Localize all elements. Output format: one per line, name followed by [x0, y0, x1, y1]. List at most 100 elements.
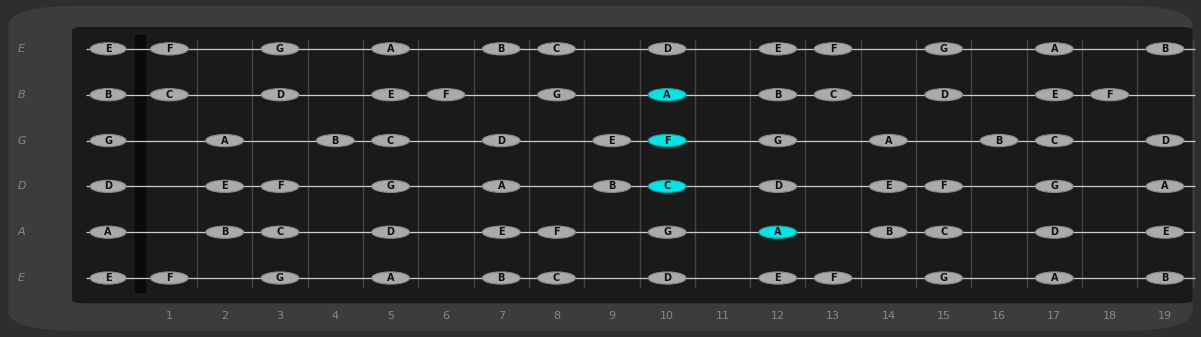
Text: A: A	[387, 273, 394, 283]
Text: G: G	[939, 273, 948, 283]
Ellipse shape	[371, 272, 410, 284]
Text: E: E	[775, 44, 781, 54]
Text: G: G	[17, 135, 26, 146]
Text: G: G	[387, 181, 395, 191]
Text: C: C	[276, 227, 283, 237]
Text: E: E	[104, 44, 112, 54]
Text: D: D	[17, 181, 26, 191]
Ellipse shape	[428, 89, 465, 101]
Text: G: G	[939, 44, 948, 54]
Text: 9: 9	[608, 311, 615, 321]
Text: E: E	[775, 273, 781, 283]
Text: F: F	[830, 44, 836, 54]
Ellipse shape	[205, 180, 244, 192]
Text: A: A	[104, 227, 112, 237]
Ellipse shape	[261, 89, 299, 101]
Text: F: F	[940, 181, 948, 191]
Text: 6: 6	[442, 311, 449, 321]
Ellipse shape	[759, 89, 796, 101]
Ellipse shape	[483, 134, 520, 147]
Ellipse shape	[814, 89, 852, 101]
Text: D: D	[104, 181, 112, 191]
Text: C: C	[830, 90, 837, 100]
Ellipse shape	[593, 180, 631, 192]
Text: E: E	[1161, 227, 1169, 237]
Text: 19: 19	[1158, 311, 1172, 321]
Ellipse shape	[1146, 134, 1184, 147]
Ellipse shape	[1146, 180, 1184, 192]
Text: G: G	[1051, 181, 1058, 191]
Text: B: B	[497, 273, 504, 283]
Ellipse shape	[261, 43, 299, 55]
Text: B: B	[996, 135, 1003, 146]
Ellipse shape	[150, 272, 189, 284]
Ellipse shape	[925, 43, 963, 55]
Ellipse shape	[150, 43, 189, 55]
Ellipse shape	[371, 43, 410, 55]
Text: 13: 13	[826, 311, 839, 321]
Text: 4: 4	[331, 311, 339, 321]
Text: C: C	[940, 227, 948, 237]
Text: B: B	[885, 227, 892, 237]
Ellipse shape	[925, 89, 963, 101]
Text: E: E	[498, 227, 504, 237]
Ellipse shape	[538, 272, 575, 284]
Ellipse shape	[649, 134, 686, 147]
Text: G: G	[663, 227, 671, 237]
Ellipse shape	[870, 134, 907, 147]
Ellipse shape	[371, 134, 410, 147]
Text: B: B	[221, 227, 228, 237]
Text: 3: 3	[276, 311, 283, 321]
Text: 5: 5	[387, 311, 394, 321]
Ellipse shape	[371, 226, 410, 238]
Ellipse shape	[538, 226, 575, 238]
Ellipse shape	[483, 180, 520, 192]
Ellipse shape	[759, 134, 796, 147]
Ellipse shape	[261, 180, 299, 192]
Ellipse shape	[649, 226, 686, 238]
Ellipse shape	[90, 180, 126, 192]
Text: A: A	[497, 181, 504, 191]
Text: E: E	[609, 135, 615, 146]
Text: A: A	[773, 227, 782, 237]
Text: C: C	[552, 273, 560, 283]
Ellipse shape	[925, 226, 963, 238]
Text: G: G	[276, 44, 283, 54]
Text: G: G	[773, 135, 782, 146]
Ellipse shape	[759, 272, 796, 284]
Ellipse shape	[1035, 134, 1074, 147]
Text: G: G	[276, 273, 283, 283]
Text: D: D	[663, 273, 671, 283]
Ellipse shape	[649, 89, 686, 101]
Ellipse shape	[870, 226, 907, 238]
Ellipse shape	[261, 272, 299, 284]
Text: A: A	[1161, 181, 1169, 191]
Text: F: F	[443, 90, 449, 100]
Ellipse shape	[90, 272, 126, 284]
Text: G: G	[552, 90, 561, 100]
Text: A: A	[221, 135, 228, 146]
Ellipse shape	[538, 89, 575, 101]
Text: F: F	[1106, 90, 1113, 100]
Ellipse shape	[593, 134, 631, 147]
Text: C: C	[1051, 135, 1058, 146]
Ellipse shape	[925, 180, 963, 192]
Text: E: E	[221, 181, 228, 191]
Ellipse shape	[261, 226, 299, 238]
Text: B: B	[1161, 273, 1169, 283]
Ellipse shape	[649, 272, 686, 284]
Ellipse shape	[483, 43, 520, 55]
Text: 18: 18	[1103, 311, 1117, 321]
Ellipse shape	[371, 180, 410, 192]
Ellipse shape	[925, 272, 963, 284]
Ellipse shape	[870, 180, 907, 192]
Ellipse shape	[1035, 43, 1074, 55]
Text: 7: 7	[497, 311, 504, 321]
Text: C: C	[166, 90, 173, 100]
Ellipse shape	[1035, 89, 1074, 101]
Text: B: B	[608, 181, 616, 191]
Text: C: C	[387, 135, 394, 146]
Ellipse shape	[1146, 43, 1184, 55]
Text: F: F	[166, 44, 173, 54]
Text: D: D	[497, 135, 506, 146]
